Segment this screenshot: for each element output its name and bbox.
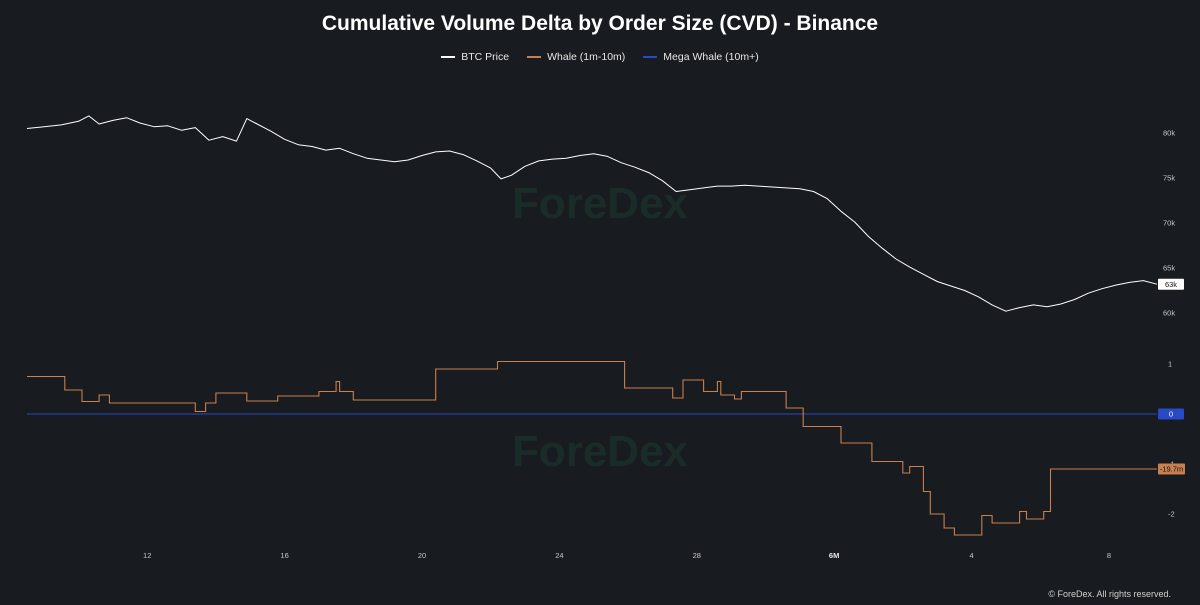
price-tick-80k: 80k bbox=[1163, 129, 1175, 138]
current-value-badges: 63k 0 -19.7m bbox=[1158, 278, 1185, 475]
price-tick-65k: 65k bbox=[1163, 264, 1175, 273]
legend-swatch-whale bbox=[527, 56, 542, 58]
legend-label-whale: Whale (1m-10m) bbox=[547, 51, 626, 63]
x-tick-20: 20 bbox=[418, 551, 426, 560]
legend-label-btc-price: BTC Price bbox=[461, 51, 510, 63]
x-tick-28: 28 bbox=[693, 551, 701, 560]
legend-swatch-btc-price bbox=[441, 56, 456, 58]
btc-price-series bbox=[26, 115, 1158, 312]
x-tick-8: 8 bbox=[1107, 551, 1111, 560]
chart-title: Cumulative Volume Delta by Order Size (C… bbox=[321, 12, 879, 35]
price-axis: 80k 75k 70k 65k 60k bbox=[1163, 129, 1175, 318]
legend-item-whale[interactable]: Whale (1m-10m) bbox=[527, 51, 625, 63]
whale-current-badge: -19.7m bbox=[1158, 463, 1185, 475]
legend-swatch-mega-whale bbox=[643, 56, 658, 58]
price-tick-70k: 70k bbox=[1163, 219, 1175, 228]
x-axis: 12 16 20 24 28 6M 4 8 bbox=[143, 551, 1111, 560]
watermark-text-0: ForeDex bbox=[512, 179, 689, 228]
mega-whale-current-badge-bg bbox=[1158, 408, 1184, 420]
watermark-group: ForeDex ForeDex bbox=[512, 179, 689, 476]
whale-line bbox=[27, 360, 1157, 536]
cvd-tick--2: -2 bbox=[1168, 510, 1175, 519]
x-tick-24: 24 bbox=[555, 551, 563, 560]
x-tick-6M: 6M bbox=[829, 551, 839, 560]
legend-label-mega-whale: Mega Whale (10m+) bbox=[663, 51, 759, 63]
whale-current-badge-bg bbox=[1158, 463, 1185, 475]
x-tick-12: 12 bbox=[143, 551, 151, 560]
legend-item-mega-whale[interactable]: Mega Whale (10m+) bbox=[643, 51, 759, 63]
whale-current-badge-label: -19.7m bbox=[1160, 465, 1183, 474]
x-tick-16: 16 bbox=[280, 551, 288, 560]
cvd-tick-1: 1 bbox=[1168, 360, 1172, 369]
price-current-badge-label: 63k bbox=[1165, 280, 1177, 289]
price-current-badge-bg bbox=[1158, 278, 1184, 290]
mega-whale-current-badge: 0 bbox=[1158, 408, 1184, 420]
mega-whale-current-badge-label: 0 bbox=[1169, 410, 1173, 419]
cvd-axis: 10-1-2 bbox=[1168, 360, 1175, 519]
price-current-badge: 63k bbox=[1158, 278, 1184, 290]
legend-item-btc-price[interactable]: BTC Price bbox=[441, 51, 509, 63]
legend: BTC Price Whale (1m-10m) Mega Whale (10m… bbox=[0, 51, 1200, 63]
watermark-text-1: ForeDex bbox=[512, 427, 689, 476]
whale-series bbox=[27, 360, 1157, 536]
price-tick-60k: 60k bbox=[1163, 309, 1175, 318]
btc-price-line bbox=[26, 115, 1158, 312]
price-tick-75k: 75k bbox=[1163, 174, 1175, 183]
copyright-notice: © ForeDex. All rights reserved. bbox=[1048, 589, 1171, 599]
x-tick-4: 4 bbox=[969, 551, 973, 560]
